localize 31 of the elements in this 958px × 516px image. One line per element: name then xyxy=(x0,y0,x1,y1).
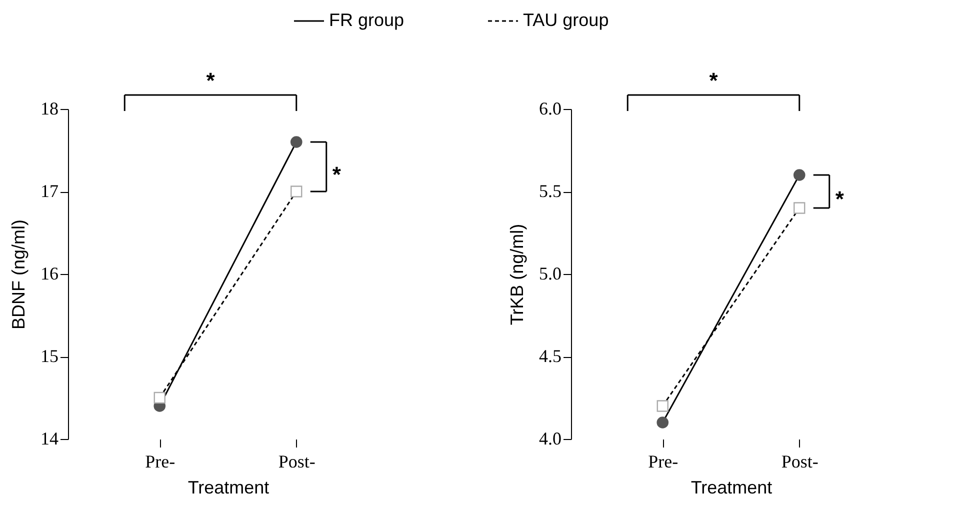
x-tick-label: Pre- xyxy=(145,452,176,472)
y-tick-label: 16 xyxy=(40,264,58,284)
point xyxy=(656,416,669,428)
text: * xyxy=(206,68,216,93)
y-tick-label: 5.5 xyxy=(539,181,562,201)
point xyxy=(290,136,302,148)
y-tick-label: 5.0 xyxy=(539,264,562,284)
x-axis-title: Treatment xyxy=(188,478,270,498)
legend-label: TAU group xyxy=(523,10,609,30)
text: * xyxy=(709,68,718,93)
y-tick-label: 17 xyxy=(40,181,58,201)
x-tick-label: Pre- xyxy=(648,452,678,472)
y-tick-label: 15 xyxy=(40,346,58,366)
y-tick-label: 18 xyxy=(40,98,58,118)
point xyxy=(793,169,806,181)
annotation: * xyxy=(835,186,844,212)
x-tick-label: Post- xyxy=(781,452,818,472)
x-tick-label: Post- xyxy=(278,452,316,472)
y-tick-label: 6.0 xyxy=(539,98,562,118)
x-axis-title: Treatment xyxy=(690,478,772,498)
y-tick-label: 14 xyxy=(40,428,58,448)
point xyxy=(656,400,668,412)
y-tick-label: 4.0 xyxy=(539,428,562,448)
point xyxy=(154,392,166,404)
point xyxy=(794,202,806,214)
annotation: * xyxy=(332,162,342,187)
y-axis-title: BDNF (ng/ml) xyxy=(8,219,28,330)
y-axis-title: TrKB (ng/ml) xyxy=(507,224,527,326)
point xyxy=(290,186,302,198)
y-tick-label: 4.5 xyxy=(539,346,562,366)
legend-label: FR group xyxy=(329,10,404,30)
